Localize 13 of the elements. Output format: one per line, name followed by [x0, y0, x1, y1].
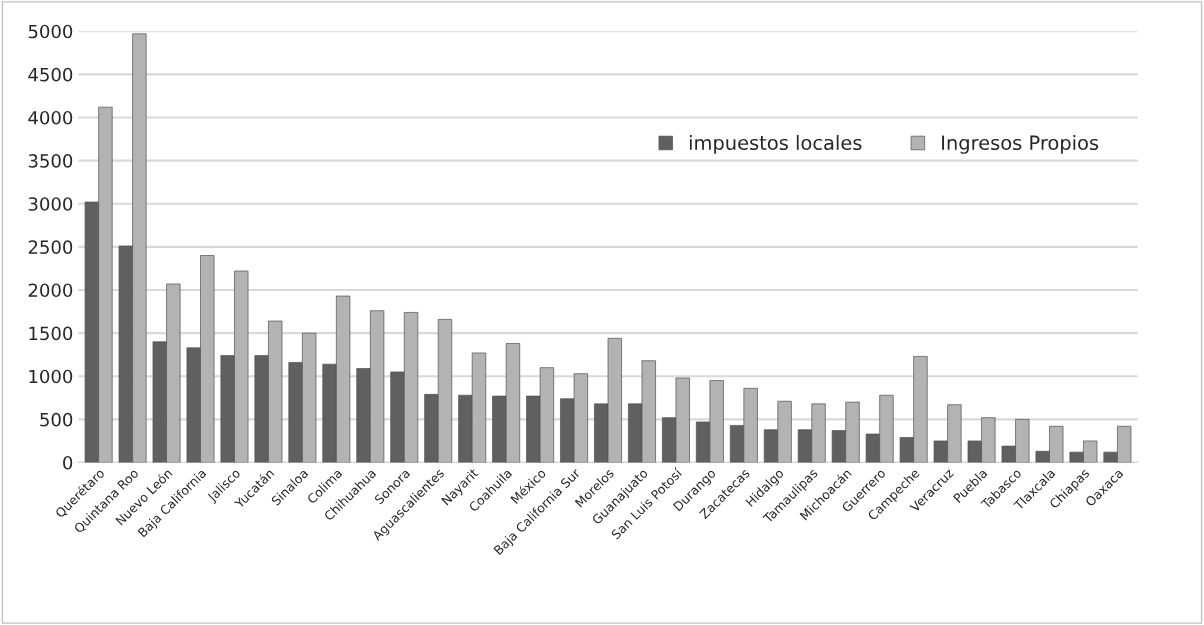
y-tick-label: 500 [40, 412, 73, 427]
y-tick-label: 0 [63, 455, 73, 470]
y-tick-label: 4000 [28, 110, 73, 125]
y-tick-label: 3500 [28, 154, 73, 168]
y-tick-label: 2500 [28, 240, 73, 254]
y-tick-label: 1500 [29, 326, 73, 341]
y-tick-label: 2000 [28, 283, 73, 298]
y-tick-label: 1000 [29, 369, 73, 384]
legend-label: Ingresos Propios [942, 135, 1099, 154]
y-tick-label: 4500 [28, 67, 73, 82]
legend-label: impuestos locales [689, 135, 862, 154]
y-tick-label: 3000 [28, 197, 73, 211]
y-tick-label: 5000 [28, 24, 73, 39]
